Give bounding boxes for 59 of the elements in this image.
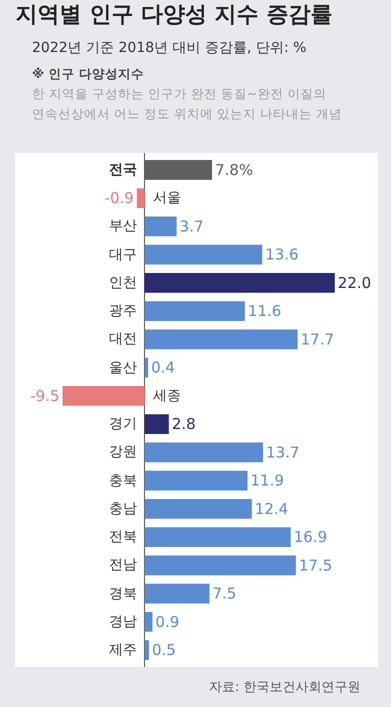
y-tick-label: 충북 <box>109 473 137 489</box>
bar <box>144 216 177 236</box>
text: 연속선상에서 어느 정도 위치에 있는지 나타내는 개념 <box>32 106 342 121</box>
y-tick-label: 서울 <box>153 190 181 206</box>
bar <box>144 414 169 434</box>
text: 자료: 한국보건사회연구원 <box>209 680 361 695</box>
text: 한 지역을 구성하는 인구가 완전 동질~완전 이질의 <box>32 86 326 101</box>
bar <box>144 244 262 265</box>
bar <box>144 584 210 604</box>
bar <box>144 330 298 350</box>
y-tick-label: 전북 <box>109 529 137 545</box>
y-tick-label: 인천 <box>109 275 137 291</box>
y-tick-label: 전국 <box>109 162 137 178</box>
data-label: 3.7 <box>180 217 204 236</box>
chart-title: 지역별 인구 다양성 지수 증감률 <box>16 2 332 28</box>
y-tick-label: 경기 <box>109 416 137 432</box>
bar <box>144 612 152 632</box>
data-label: 11.6 <box>248 302 282 320</box>
text: ※ 인구 다양성지수 <box>32 66 144 81</box>
y-tick-label: 제주 <box>109 642 137 658</box>
data-label: 7.5 <box>212 584 236 603</box>
data-label: -9.5 <box>30 386 60 405</box>
y-tick-label: 부산 <box>109 218 137 234</box>
y-tick-label: 충남 <box>109 501 137 517</box>
bar <box>144 498 252 519</box>
data-label: -0.9 <box>104 189 134 208</box>
data-label: 16.9 <box>294 528 328 546</box>
data-label: 2.8 <box>172 415 196 434</box>
y-tick-label: 세종 <box>153 388 181 404</box>
y-tick-label: 경북 <box>109 586 137 602</box>
bar <box>144 555 296 576</box>
bar <box>144 273 335 293</box>
data-label: 13.6 <box>265 246 299 264</box>
data-label: 0.5 <box>152 641 176 660</box>
y-tick-label: 경남 <box>109 614 137 630</box>
data-label: 13.7 <box>266 443 300 462</box>
y-tick-label: 광주 <box>109 303 137 319</box>
bar <box>144 301 245 322</box>
bar <box>144 527 291 547</box>
y-tick-label: 전남 <box>109 557 137 573</box>
y-tick-label: 대구 <box>109 247 137 263</box>
bar <box>144 358 148 378</box>
data-label: 12.4 <box>254 500 288 518</box>
bar <box>62 386 145 406</box>
bar <box>144 442 264 462</box>
data-label: 0.4 <box>151 358 175 377</box>
data-label: 11.9 <box>250 472 284 490</box>
data-label: 17.7 <box>300 330 334 348</box>
bar <box>144 640 149 660</box>
y-tick-label: 대전 <box>109 331 137 347</box>
data-label: 0.9 <box>155 612 180 631</box>
chart-subtitle: 2022년 기준 2018년 대비 증감률, 단위: % <box>32 40 306 56</box>
bar <box>136 188 145 208</box>
y-tick-label: 강원 <box>109 444 137 460</box>
bar <box>144 470 248 490</box>
data-label: 22.0 <box>338 274 372 292</box>
data-label: 17.5 <box>298 556 332 574</box>
y-tick-label: 울산 <box>109 360 137 376</box>
data-label: 7.8% <box>215 160 254 179</box>
